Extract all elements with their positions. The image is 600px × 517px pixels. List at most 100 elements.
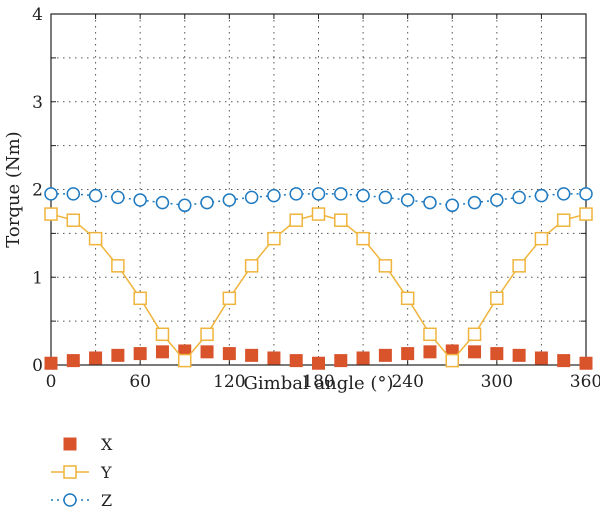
series-y-point [133, 291, 147, 306]
series-x-point [579, 356, 593, 370]
series-x-point [334, 354, 348, 368]
series-y-point [44, 207, 58, 221]
legend-y-marker [63, 465, 77, 479]
y-axis-label: Torque (Nm) [3, 131, 24, 247]
x-tick-label: 300 [481, 372, 513, 392]
series-z-point [44, 187, 58, 201]
series-x-point [155, 345, 169, 359]
series-z-point [311, 187, 326, 201]
series-z-point [490, 193, 504, 207]
series-y [44, 207, 593, 368]
legend-x-label: X [101, 435, 113, 454]
series-y-point [111, 259, 125, 273]
series-z-point [222, 193, 237, 207]
series-layer [44, 187, 593, 370]
series-y-point [467, 327, 482, 342]
series-z-point [66, 187, 81, 201]
series-y-point [400, 291, 415, 306]
y-tick-label: 4 [32, 5, 43, 25]
legend-z: Z [51, 491, 112, 510]
series-y-point [490, 291, 504, 306]
series-x-point [222, 347, 236, 361]
series-y-point [155, 327, 170, 342]
legend-y: Y [51, 463, 112, 482]
series-y-point [178, 353, 192, 368]
x-tick-label: 180 [302, 372, 334, 392]
series-x-point [557, 354, 571, 368]
legend: XYZ [51, 435, 113, 510]
legend-z-marker [63, 493, 77, 507]
series-x-point [289, 354, 303, 368]
y-tick-label: 2 [32, 181, 43, 201]
x-tick-label: 120 [213, 372, 245, 392]
series-y-point [423, 327, 437, 342]
series-z-point [579, 187, 593, 201]
series-y-point [445, 353, 459, 368]
series-x-point [44, 356, 58, 370]
series-z-point [556, 187, 571, 201]
y-tick-label: 1 [32, 268, 43, 288]
series-y-point [579, 207, 593, 221]
series-y-point [556, 213, 571, 227]
legend-x-marker [63, 437, 77, 451]
series-z-point [88, 188, 103, 203]
series-x-point [133, 347, 147, 361]
series-x-point [356, 351, 370, 365]
series-y-point [200, 327, 214, 342]
legend-z-label: Z [101, 491, 112, 510]
x-tick-label: 360 [570, 372, 600, 392]
series-y-point [88, 231, 103, 246]
y-tick-label: 3 [32, 93, 43, 113]
series-y-point [512, 259, 526, 273]
series-x-point [111, 348, 125, 362]
series-z-point [534, 188, 549, 203]
series-x-point [245, 348, 259, 362]
x-tick-label: 60 [129, 372, 151, 392]
series-z-point [200, 195, 214, 210]
legend-x: X [63, 435, 113, 454]
series-z-point [467, 195, 482, 210]
series-x [44, 344, 593, 370]
series-x-point [267, 351, 281, 365]
series-y-point [378, 259, 393, 273]
series-z-point [111, 190, 125, 205]
series-z-point [423, 195, 437, 210]
x-axis-label: Gimbal angle (°) [244, 373, 394, 394]
series-z-point [400, 193, 415, 207]
series-z-point [155, 195, 170, 210]
legend-y-label: Y [100, 463, 112, 482]
series-x-point [66, 354, 80, 368]
series-z-point [512, 190, 526, 205]
series-x-point [423, 345, 437, 359]
series-z [44, 187, 593, 213]
series-z-point [289, 187, 303, 201]
series-x-point [401, 347, 415, 361]
series-y-point [66, 213, 81, 227]
series-x-point [534, 351, 548, 365]
series-x-point [200, 345, 214, 359]
series-y-point [267, 231, 281, 246]
series-y-point [534, 231, 549, 246]
series-z-point [267, 188, 281, 203]
series-y-point [244, 259, 259, 273]
y-tick-label: 0 [32, 356, 43, 376]
x-tick-label: 240 [391, 372, 423, 392]
axis-ticks: 0 60 120 180 240 300 360 0 1 2 3 4 [32, 5, 600, 392]
series-x-point [468, 345, 482, 359]
series-z-point [244, 190, 259, 205]
series-x-point [312, 356, 325, 370]
x-tick-label: 0 [46, 372, 57, 392]
series-y-point [334, 213, 348, 227]
series-y-point [356, 231, 370, 246]
series-y-point [289, 213, 303, 227]
series-x-point [378, 348, 392, 362]
series-x-point [490, 347, 504, 361]
series-z-point [334, 187, 348, 201]
series-z-point [133, 193, 147, 207]
series-x-point [89, 351, 103, 365]
series-z-point [445, 198, 459, 213]
series-y-point [222, 291, 237, 306]
series-z-point [356, 188, 370, 203]
series-z-point [178, 198, 192, 213]
